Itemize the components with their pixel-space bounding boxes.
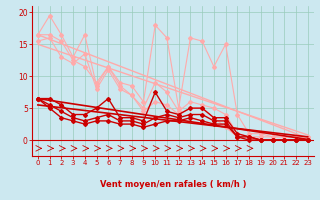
X-axis label: Vent moyen/en rafales ( km/h ): Vent moyen/en rafales ( km/h ): [100, 180, 246, 189]
